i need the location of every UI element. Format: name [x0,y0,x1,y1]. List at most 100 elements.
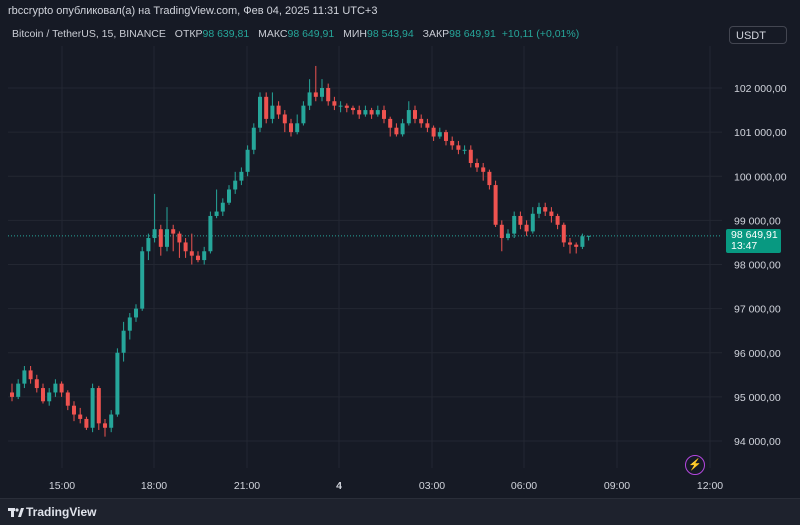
candle-body [165,229,169,247]
x-tick-label: 12:00 [697,480,723,492]
close-value: 98 649,91 [449,28,496,40]
x-tick-label: 03:00 [419,480,445,492]
candlestick-chart[interactable]: 94 000,00 95 000,00 96 000,00 97 000,00 98 0… [0,0,800,498]
candle-body [462,149,467,151]
candle-body [437,132,442,137]
candle-body [121,330,126,353]
candle-body [518,215,523,225]
y-tick-label: 98 000,00 [734,260,781,272]
open-label: ОТКР [174,28,203,40]
footer-brand[interactable]: TradingView [26,505,97,519]
candle-body [295,123,300,133]
y-tick-label: 102 000,00 [734,83,787,95]
candle-body [276,105,281,115]
candle-body [109,414,114,428]
candle-body [481,167,486,172]
candle-body [251,127,256,150]
y-tick-label: 96 000,00 [734,348,781,360]
candle-body [537,207,541,214]
open-value: 98 639,81 [202,28,250,40]
current-price-tag: 98 649,91 13:47 [726,229,781,253]
candle-body [419,118,424,124]
bar-countdown: 13:47 [731,240,758,252]
candle-body [177,233,182,243]
candle-body [171,229,176,234]
candle-body [96,388,101,424]
candle-body [586,235,591,237]
candle-body [444,132,448,141]
x-tick-label: 09:00 [604,480,630,492]
publish-caption-bar: rbccrypto опубликовал(а) на TradingView.… [0,0,800,22]
y-tick-label: 95 000,00 [734,392,781,404]
y-tick-label: 97 000,00 [734,304,781,316]
y-tick-label: 94 000,00 [734,436,781,448]
candle-body [493,185,498,225]
change-value: +10,11 (+0,01%) [501,28,580,40]
candle-body [388,118,393,128]
candle-body [208,215,213,252]
candle-body [183,242,188,252]
candle-body [574,244,579,247]
x-tick-label: 4 [336,480,342,492]
low-label: МИН [343,28,368,40]
candle-body [332,101,337,106]
candle-body [406,110,411,124]
candle-body [431,127,436,137]
candle-body [530,213,535,232]
candle-body [499,224,504,239]
y-tick-label: 100 000,00 [734,171,787,183]
x-tick-label: 15:00 [49,480,75,492]
candle-body [264,96,269,119]
candle-body [146,238,151,252]
candle-body [84,418,89,428]
candle-body [568,242,572,245]
candle-body [10,392,14,397]
y-tick-label: 99 000,00 [734,215,781,227]
candle-body [28,370,33,380]
candle-body [41,388,45,402]
footer-bar: TradingView [0,498,800,525]
candle-body [413,110,417,119]
tradingview-logo-icon[interactable] [8,506,24,518]
candle-body [357,110,362,115]
candle-body [34,379,39,389]
candle-body [16,383,21,397]
candle-body [214,211,219,216]
candle-body [369,110,374,115]
x-tick-label: 21:00 [234,480,260,492]
candle-body [543,207,548,212]
candle-body [90,388,95,428]
candle-body [202,251,207,261]
candle-body [220,202,225,212]
symbol-label[interactable]: Bitcoin / TetherUS, 15, BINANCE [12,28,166,40]
candle-body [134,308,138,318]
candle-body [258,96,262,128]
candle-body [320,88,324,97]
candle-body [450,140,455,146]
currency-button[interactable]: USDT [729,26,787,44]
candle-body [580,236,585,247]
candle-body [22,370,27,384]
candle-body [152,229,157,239]
y-tick-label: 101 000,00 [734,127,787,139]
candle-body [475,163,479,168]
candle-body [47,392,52,402]
candle-body [456,145,461,150]
candle-body [301,105,306,124]
candle-body [158,229,163,247]
candle-body [59,383,64,393]
candle-body [425,123,430,128]
publish-caption: rbccrypto опубликовал(а) на TradingView.… [8,5,378,17]
candle-body [468,149,473,164]
candle-body [239,171,244,181]
candle-body [506,233,510,239]
candle-body [375,110,380,115]
candle-body [72,405,76,415]
candle-body [53,383,58,393]
candle-body [344,105,349,108]
current-price-value: 98 649,91 [731,229,778,241]
x-tick-label: 18:00 [141,480,167,492]
lightning-icon[interactable]: ⚡ [685,455,705,475]
candle-body [487,171,492,186]
candle-body [512,215,517,234]
